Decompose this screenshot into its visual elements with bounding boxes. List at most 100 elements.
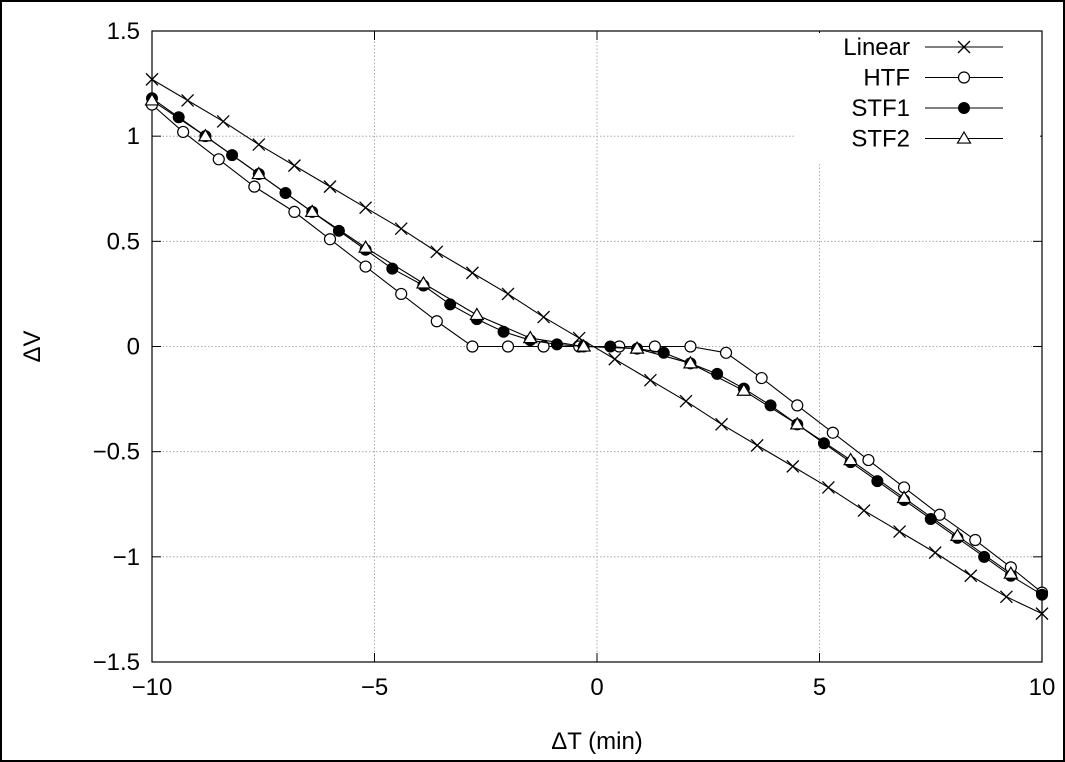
- data-point-linear: [181, 93, 195, 107]
- x-tick-label: 10: [1029, 674, 1056, 701]
- data-point-htf: [755, 371, 768, 385]
- data-point-htf: [501, 340, 515, 353]
- data-point-htf: [359, 260, 372, 273]
- y-tick-label: −0.5: [93, 439, 140, 466]
- data-point-htf: [323, 233, 337, 246]
- data-point-linear: [1035, 607, 1049, 621]
- data-point-htf: [212, 153, 225, 166]
- data-point-linear: [287, 159, 301, 173]
- legend-label-stf2: STF2: [851, 126, 910, 153]
- legend-background: [795, 33, 1040, 163]
- data-point-stf2: [682, 355, 698, 369]
- data-point-linear: [928, 546, 942, 560]
- data-point-stf1: [978, 550, 991, 563]
- data-point-stf1: [604, 340, 617, 353]
- data-point-linear: [430, 245, 444, 259]
- data-point-stf1: [386, 262, 399, 275]
- data-point-linear: [216, 114, 230, 128]
- data-point-htf: [684, 340, 697, 353]
- data-point-stf1: [764, 399, 777, 412]
- data-point-stf2: [896, 490, 912, 504]
- data-point-htf: [537, 340, 550, 353]
- x-axis-title: ΔT (min): [551, 728, 643, 755]
- data-point-htf: [791, 399, 804, 412]
- x-tick-label: −10: [132, 674, 173, 701]
- data-point-htf: [248, 180, 261, 193]
- y-tick-label: 1.5: [107, 18, 140, 45]
- data-point-htf: [177, 125, 190, 139]
- data-point-linear: [465, 266, 479, 280]
- data-point-stf1: [871, 475, 884, 488]
- legend-item-stf2: STF2: [851, 126, 1003, 153]
- series-stf2: [144, 92, 1019, 579]
- y-tick-label: 1: [127, 123, 140, 150]
- legend-item-linear: Linear: [843, 34, 1003, 61]
- data-point-stf2: [469, 307, 485, 321]
- legend-marker-linear: [957, 40, 971, 54]
- data-point-stf2: [843, 452, 859, 466]
- legend-item-htf: HTF: [863, 65, 1003, 92]
- data-point-linear: [608, 352, 622, 366]
- legend-marker-htf: [957, 71, 971, 84]
- data-point-stf1: [444, 298, 457, 311]
- data-point-stf2: [522, 330, 538, 344]
- data-point-htf: [648, 340, 661, 353]
- data-point-htf: [719, 346, 733, 359]
- data-point-stf2: [358, 239, 374, 253]
- x-tick-label: −5: [361, 674, 388, 701]
- data-point-linear: [252, 138, 266, 152]
- legend-label-stf1: STF1: [851, 95, 910, 122]
- data-point-stf2: [576, 338, 592, 352]
- data-point-htf: [969, 533, 982, 547]
- data-point-stf2: [197, 128, 213, 142]
- y-tick-label: −1.5: [93, 649, 140, 676]
- tick-marks: [151, 30, 1043, 663]
- y-axis-title: ΔV: [19, 330, 46, 362]
- legend: Linear HTF STF1 STF2: [795, 33, 1040, 163]
- data-point-stf1: [924, 512, 937, 525]
- data-point-linear: [999, 590, 1013, 604]
- data-point-htf: [826, 426, 839, 439]
- data-point-stf2: [789, 416, 805, 430]
- data-point-linear: [786, 459, 800, 473]
- y-tick-label: −1: [113, 544, 140, 571]
- x-tick-label: 5: [813, 674, 826, 701]
- legend-item-stf1: STF1: [851, 95, 1003, 122]
- series-linear: [145, 72, 1049, 621]
- data-point-linear: [857, 504, 871, 518]
- data-point-linear: [501, 287, 515, 301]
- data-point-linear: [359, 201, 373, 215]
- data-point-stf2: [629, 340, 645, 354]
- data-point-stf2: [144, 92, 160, 106]
- legend-label-htf: HTF: [863, 65, 910, 92]
- data-point-linear: [643, 373, 657, 387]
- data-point-htf: [288, 205, 301, 218]
- data-point-stf2: [949, 528, 965, 541]
- data-point-htf: [862, 453, 875, 467]
- y-tick-label: 0: [127, 334, 140, 361]
- legend-marker-stf1: [958, 102, 970, 114]
- data-point-linear: [537, 310, 551, 324]
- data-point-stf2: [251, 166, 267, 180]
- series-line-stf2: [151, 99, 1012, 575]
- data-point-stf2: [1003, 565, 1019, 579]
- tick-labels: −10 −5 0 5 10 −1.5 −1 −0.5 0 0.5 1 1.5: [93, 18, 1056, 701]
- data-point-htf: [395, 287, 408, 301]
- data-point-stf1: [1036, 588, 1048, 601]
- data-point-stf2: [415, 275, 431, 289]
- data-point-linear: [715, 417, 729, 431]
- data-point-stf1: [711, 367, 724, 380]
- legend-label-linear: Linear: [843, 34, 910, 61]
- series-line-linear: [151, 78, 1043, 615]
- data-point-linear: [750, 438, 764, 452]
- data-point-stf2: [304, 204, 320, 218]
- data-point-linear: [145, 72, 159, 86]
- y-tick-label: 0.5: [107, 228, 140, 255]
- data-point-linear: [893, 525, 907, 539]
- data-point-stf1: [550, 338, 563, 351]
- data-point-linear: [964, 569, 978, 583]
- x-tick-label: 0: [590, 674, 603, 701]
- data-point-htf: [466, 340, 479, 353]
- data-point-stf2: [736, 382, 752, 396]
